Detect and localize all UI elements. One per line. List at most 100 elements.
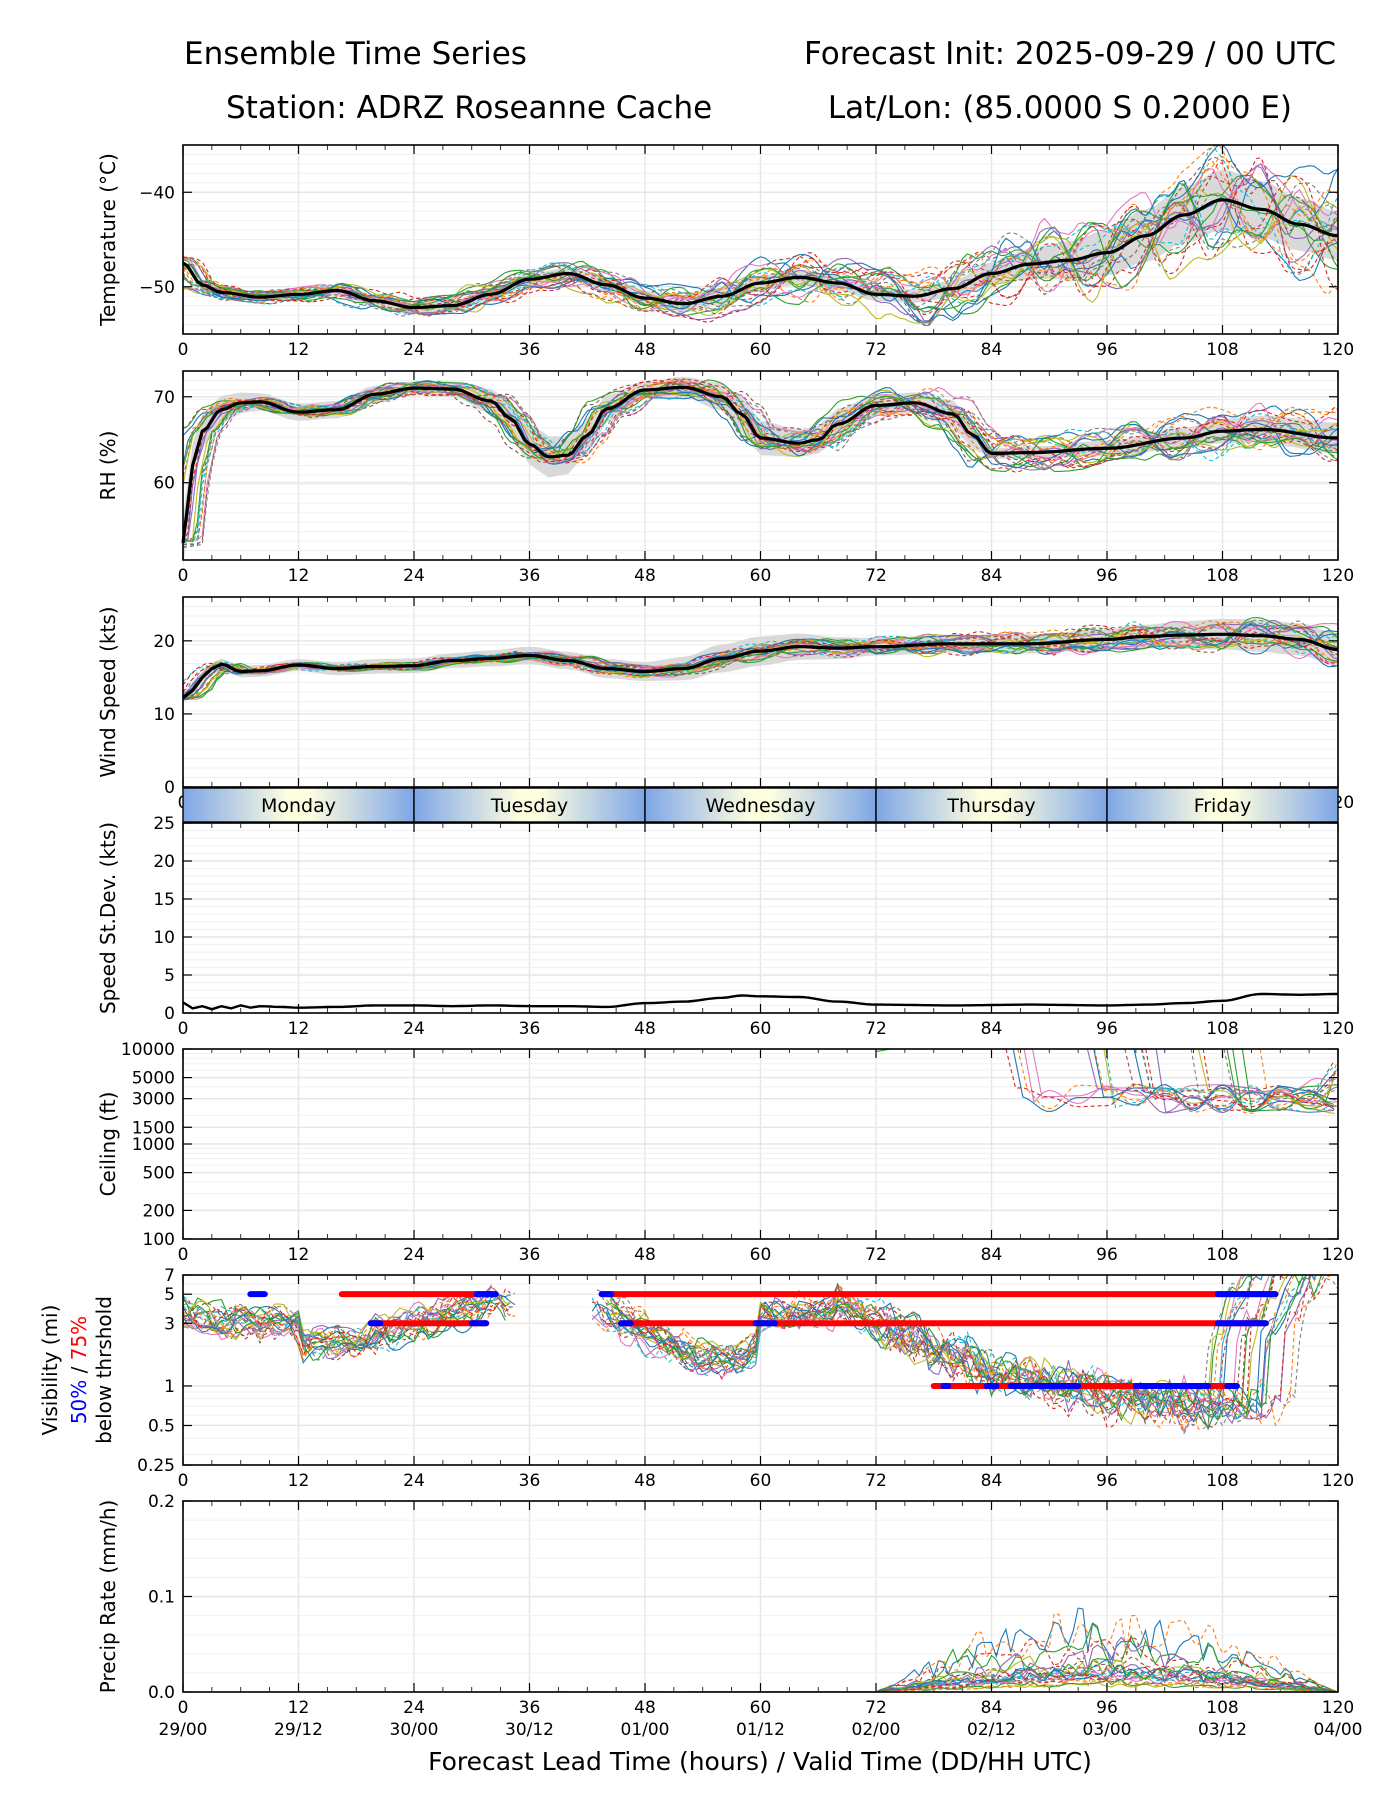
label-slash: / (67, 1360, 91, 1379)
day-of-week-bar: Monday Tuesday Wednesday Thursday Friday (182, 787, 1339, 823)
ceiling-member-line (1190, 1048, 1336, 1112)
y-axis-label-speed_stdev: Speed St.Dev. (kts) (96, 822, 120, 1014)
day-cell (875, 787, 1108, 823)
x-tick-label: 48 (634, 1698, 656, 1718)
x-tick-label: 48 (634, 1019, 656, 1039)
x-tick-label: 12 (288, 1245, 310, 1265)
x-tick-label: 108 (1206, 1698, 1238, 1718)
x-tick-label: 24 (403, 1471, 425, 1491)
station-name: Station: ADRZ Roseanne Cache (226, 90, 712, 126)
x-tick-label: 12 (288, 340, 310, 360)
x-tick-label: 120 (1322, 1471, 1354, 1491)
visibility-member-line (596, 1275, 1271, 1418)
valid-time-tick-label: 30/12 (505, 1720, 554, 1740)
y-tick-label: 0.2 (148, 1492, 175, 1512)
y-tick-label: −50 (139, 278, 175, 298)
x-tick-label: 12 (288, 1698, 310, 1718)
ensemble-member-line (182, 160, 1339, 315)
valid-time-tick-label: 29/12 (274, 1720, 323, 1740)
y-tick-label: 1000 (132, 1135, 175, 1155)
ensemble-member-line (182, 144, 1339, 323)
visibility-member-line (183, 1285, 492, 1346)
y-tick-label: 0.5 (148, 1416, 175, 1436)
x-tick-label: 48 (634, 340, 656, 360)
x-tick-label: 60 (750, 566, 772, 586)
x-tick-label: 120 (1322, 1019, 1354, 1039)
speed-stdev-line (182, 992, 1338, 1011)
x-tick-label: 96 (1096, 340, 1118, 360)
x-tick-label: 24 (403, 1019, 425, 1039)
x-tick-label: 84 (981, 566, 1003, 586)
x-tick-label: 0 (178, 1019, 189, 1039)
y-axis-label-threshold-percent: 50% / 75% (67, 1316, 91, 1424)
x-tick-label: 120 (1322, 566, 1354, 586)
x-tick-label: 12 (288, 1471, 310, 1491)
ensemble-member-line (182, 191, 1339, 317)
visibility-member-line (601, 1276, 1338, 1435)
y-tick-label: 100 (143, 1230, 175, 1250)
ensemble-member-line (182, 379, 1339, 463)
y-tick-label: 200 (143, 1201, 175, 1221)
y-axis-label-ceiling: Ceiling (ft) (96, 1092, 120, 1197)
x-tick-label: 0 (178, 566, 189, 586)
day-label: Friday (1194, 795, 1252, 817)
visibility-member-line (591, 1275, 1317, 1420)
visibility-member-line (606, 1275, 1290, 1417)
y-tick-label: 0.1 (148, 1588, 175, 1608)
y-tick-label: 0 (164, 778, 175, 798)
x-tick-label: 72 (865, 1698, 887, 1718)
x-tick-label: 120 (1322, 1698, 1354, 1718)
ceiling-member-line (1093, 1048, 1335, 1112)
valid-time-tick-label: 01/00 (621, 1720, 670, 1740)
x-tick-label: 96 (1096, 1245, 1118, 1265)
x-tick-label: 60 (750, 1698, 772, 1718)
ensemble-member-line (182, 377, 1339, 542)
y-tick-label: 20 (153, 852, 175, 872)
valid-time-tick-label: 30/00 (390, 1720, 439, 1740)
x-tick-label: 60 (750, 1019, 772, 1039)
y-tick-label: 15 (153, 890, 175, 910)
x-tick-label: 84 (981, 340, 1003, 360)
x-tick-label: 0 (178, 1471, 189, 1491)
ceiling-member-line (1145, 1048, 1334, 1112)
ceiling-member-line (1140, 1048, 1335, 1105)
ceiling-member-line (1232, 1048, 1334, 1112)
station-latlon: Lat/Lon: (85.0000 S 0.2000 E) (828, 90, 1292, 126)
x-tick-label: 96 (1096, 1019, 1118, 1039)
ensemble-member-line (182, 146, 1339, 311)
ensemble-member-line (182, 623, 1339, 698)
visibility-member-line (183, 1299, 482, 1354)
ensemble-member-line (182, 184, 1339, 315)
x-tick-label: 0 (178, 340, 189, 360)
y-tick-label: 0 (164, 1004, 175, 1024)
y-tick-label: 10000 (121, 1040, 175, 1060)
panel-rh: 0 12 24 36 48 60 72 84 96 108 120 70 60 RH (%) (96, 370, 1354, 586)
ceiling-member-line (1197, 1048, 1334, 1112)
x-tick-label: 72 (865, 340, 887, 360)
day-cell (644, 787, 877, 823)
day-cell (1106, 787, 1339, 823)
ensemble-member-line (182, 386, 1339, 486)
x-tick-label: 84 (981, 1698, 1003, 1718)
x-tick-label: 84 (981, 1245, 1003, 1265)
y-tick-label: 5000 (132, 1069, 175, 1089)
visibility-member-line (596, 1275, 1257, 1434)
valid-time-tick-label: 02/00 (852, 1720, 901, 1740)
ensemble-member-line (182, 380, 1339, 543)
x-tick-label: 36 (519, 566, 541, 586)
x-tick-label: 96 (1096, 1471, 1118, 1491)
y-tick-label: 10 (153, 705, 175, 725)
x-tick-label: 108 (1206, 1245, 1238, 1265)
ceiling-member-line (1031, 1048, 1336, 1099)
valid-time-tick-label: 03/00 (1083, 1720, 1132, 1740)
x-tick-label: 84 (981, 1019, 1003, 1039)
visibility-member-line (183, 1294, 492, 1361)
y-tick-label: 0.0 (148, 1683, 175, 1703)
panel-speed_stdev: 0 12 24 36 48 60 72 84 96 108 120 25 20 15 10 5 0 Speed S… (96, 814, 1354, 1039)
visibility-member-line (183, 1292, 516, 1353)
ensemble-member-line (182, 629, 1339, 694)
x-tick-label: 36 (519, 1471, 541, 1491)
y-tick-label: 7 (164, 1266, 175, 1286)
x-tick-label: 36 (519, 1245, 541, 1265)
